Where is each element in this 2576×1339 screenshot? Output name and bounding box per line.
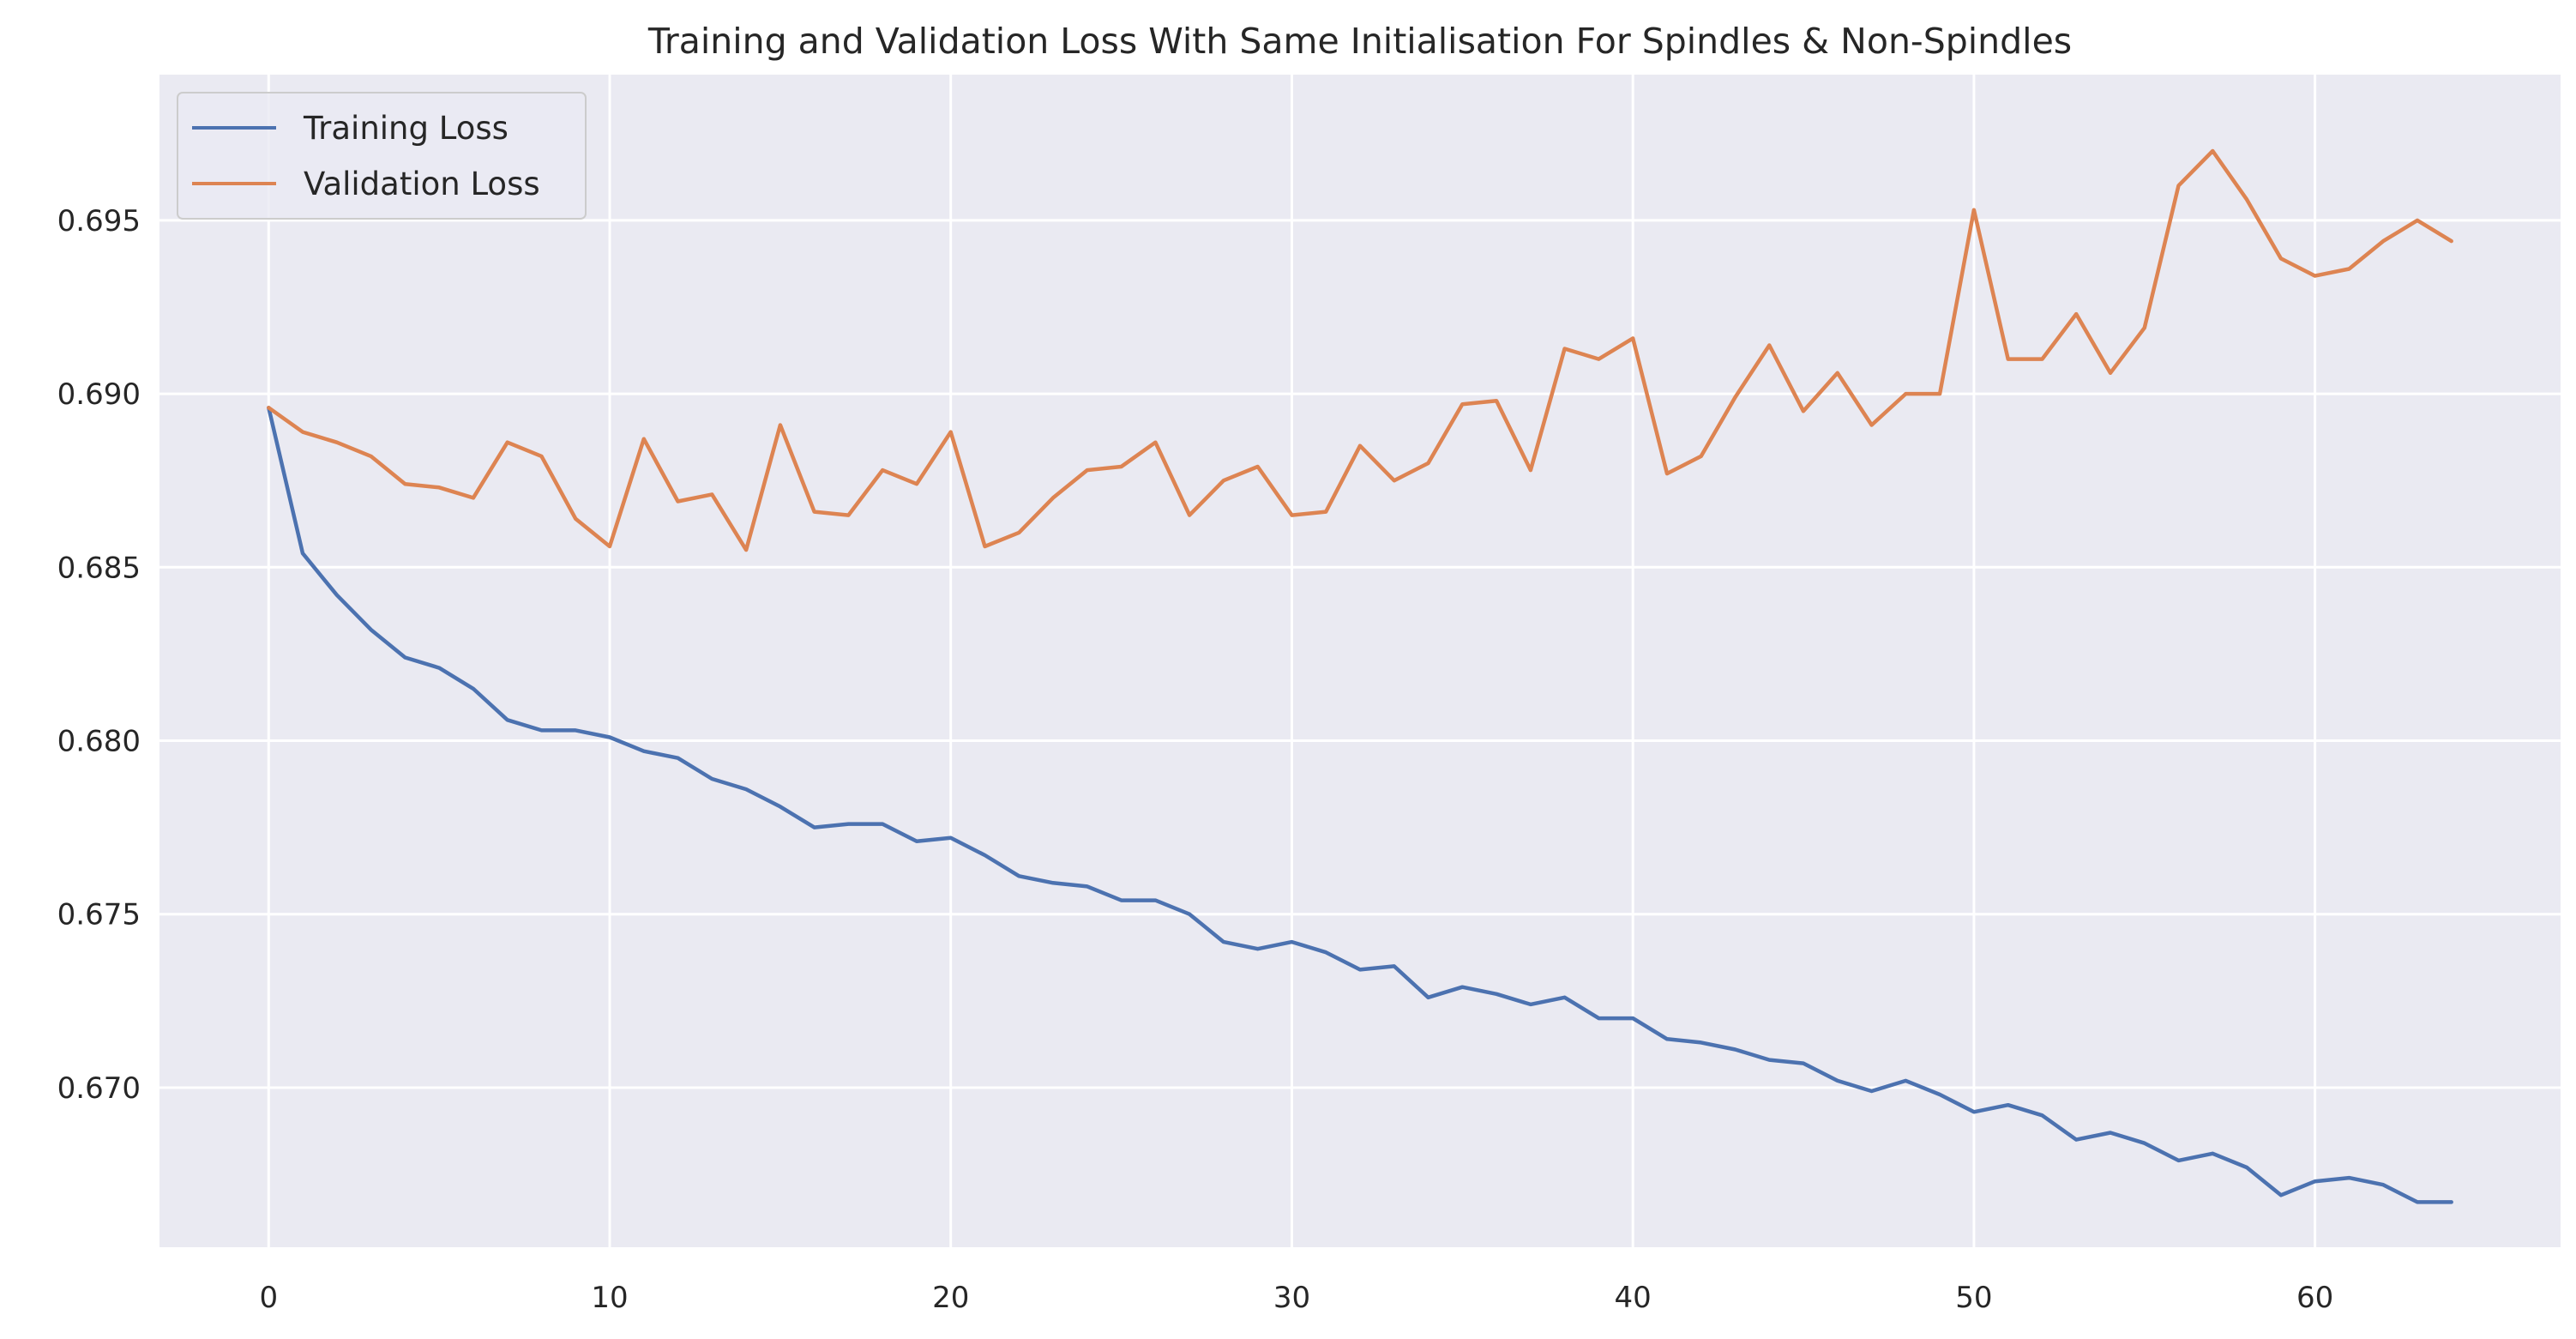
x-tick-label: 60 bbox=[2296, 1281, 2333, 1315]
x-tick-label: 20 bbox=[932, 1281, 969, 1315]
y-tick-label: 0.695 bbox=[57, 204, 141, 238]
y-tick-label: 0.680 bbox=[57, 725, 141, 759]
grid-lines bbox=[159, 75, 2561, 1247]
legend-box bbox=[177, 92, 587, 220]
y-tick-label: 0.690 bbox=[57, 377, 141, 412]
y-tick-label: 0.670 bbox=[57, 1071, 141, 1106]
validation-loss-line bbox=[267, 148, 2453, 552]
chart-title: Training and Validation Loss With Same I… bbox=[647, 21, 2072, 62]
y-tick-label: 0.675 bbox=[57, 898, 141, 932]
series-lines bbox=[267, 148, 2453, 1204]
x-tick-label: 30 bbox=[1273, 1281, 1310, 1315]
legend-label-training: Training Loss bbox=[303, 110, 509, 147]
x-tick-label: 0 bbox=[259, 1281, 278, 1315]
x-tick-label: 10 bbox=[591, 1281, 628, 1315]
y-tick-label: 0.685 bbox=[57, 551, 141, 585]
y-axis-ticks: 0.670 0.675 0.680 0.685 0.690 0.695 bbox=[57, 204, 141, 1106]
legend-label-validation: Validation Loss bbox=[304, 166, 540, 202]
plot-area bbox=[159, 75, 2561, 1247]
x-tick-label: 40 bbox=[1615, 1281, 1652, 1315]
legend: Training Loss Validation Loss bbox=[177, 92, 587, 220]
x-tick-label: 50 bbox=[1955, 1281, 1992, 1315]
training-loss-line bbox=[267, 406, 2453, 1204]
x-axis-ticks: 0 10 20 30 40 50 60 bbox=[259, 1281, 2333, 1315]
